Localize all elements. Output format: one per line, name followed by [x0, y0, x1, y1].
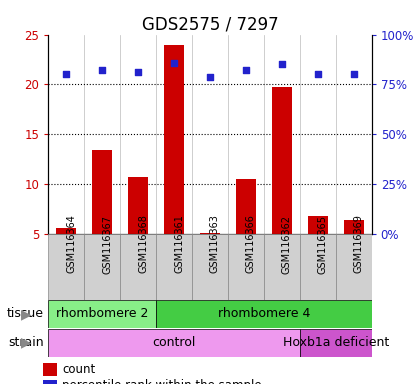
- Text: strain: strain: [8, 336, 44, 349]
- Bar: [228, 234, 264, 300]
- Point: [243, 66, 249, 73]
- Bar: [200, 233, 220, 234]
- Text: Hoxb1a deficient: Hoxb1a deficient: [283, 336, 389, 349]
- Bar: [164, 45, 184, 234]
- Bar: [336, 234, 372, 300]
- Text: rhombomere 4: rhombomere 4: [218, 308, 310, 320]
- Bar: [272, 88, 292, 234]
- Point: [63, 71, 70, 78]
- Bar: [128, 177, 148, 234]
- Text: GSM116369: GSM116369: [354, 215, 364, 273]
- Text: percentile rank within the sample: percentile rank within the sample: [62, 379, 262, 384]
- Text: control: control: [152, 336, 196, 349]
- Bar: [156, 234, 192, 300]
- Text: GSM116367: GSM116367: [102, 215, 112, 273]
- Bar: [92, 151, 112, 234]
- Text: GSM116368: GSM116368: [138, 215, 148, 273]
- Point: [315, 71, 321, 78]
- Bar: [56, 228, 76, 234]
- Bar: [48, 234, 84, 300]
- Point: [207, 74, 213, 81]
- Text: ▶: ▶: [21, 336, 32, 350]
- Point: [350, 71, 357, 78]
- Bar: [43, 363, 57, 376]
- Text: count: count: [62, 363, 95, 376]
- Text: GSM116364: GSM116364: [66, 215, 76, 273]
- Bar: [236, 179, 256, 234]
- Point: [171, 60, 177, 66]
- Bar: [300, 329, 372, 356]
- Text: GSM116366: GSM116366: [246, 215, 256, 273]
- Point: [135, 68, 142, 74]
- Text: GSM116365: GSM116365: [318, 215, 328, 273]
- Bar: [300, 234, 336, 300]
- Bar: [48, 329, 300, 356]
- Text: GSM116362: GSM116362: [282, 215, 292, 273]
- Title: GDS2575 / 7297: GDS2575 / 7297: [142, 15, 278, 33]
- Bar: [192, 234, 228, 300]
- Bar: [43, 379, 57, 384]
- Bar: [344, 220, 364, 234]
- Text: tissue: tissue: [7, 308, 44, 320]
- Text: ▶: ▶: [21, 307, 32, 321]
- Point: [278, 60, 285, 66]
- Bar: [48, 300, 156, 328]
- Bar: [84, 234, 120, 300]
- Bar: [156, 300, 372, 328]
- Text: GSM116363: GSM116363: [210, 215, 220, 273]
- Text: GSM116361: GSM116361: [174, 215, 184, 273]
- Bar: [120, 234, 156, 300]
- Point: [99, 66, 105, 73]
- Bar: [308, 216, 328, 234]
- Bar: [264, 234, 300, 300]
- Text: rhombomere 2: rhombomere 2: [56, 308, 148, 320]
